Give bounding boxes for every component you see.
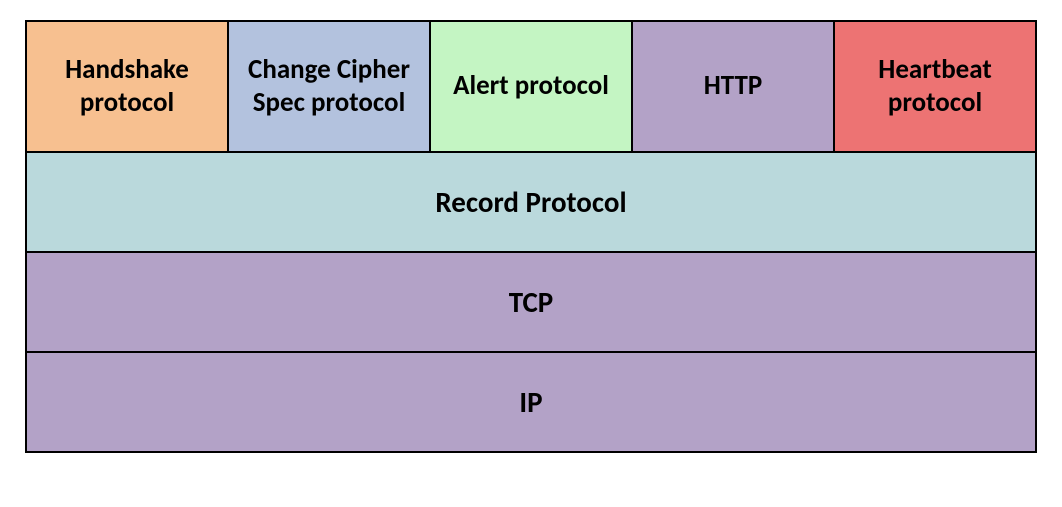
tcp-layer: TCP	[26, 252, 1036, 352]
protocol-stack-diagram: Handshake protocol Change Cipher Spec pr…	[25, 20, 1037, 453]
heartbeat-protocol-cell: Heartbeat protocol	[834, 21, 1036, 152]
ip-layer: IP	[26, 352, 1036, 452]
cell-label: HTTP	[704, 70, 762, 102]
cell-label: Alert protocol	[453, 70, 609, 102]
layer-label: IP	[519, 385, 542, 420]
alert-protocol-cell: Alert protocol	[430, 21, 632, 152]
record-protocol-layer: Record Protocol	[26, 152, 1036, 252]
cell-label: Heartbeat protocol	[841, 54, 1029, 119]
layer-label: TCP	[509, 285, 554, 320]
http-cell: HTTP	[632, 21, 834, 152]
cell-label: Change Cipher Spec protocol	[235, 54, 423, 119]
cell-label: Handshake protocol	[33, 54, 221, 119]
top-protocol-row: Handshake protocol Change Cipher Spec pr…	[26, 21, 1036, 152]
handshake-protocol-cell: Handshake protocol	[26, 21, 228, 152]
layer-label: Record Protocol	[435, 185, 626, 220]
change-cipher-spec-cell: Change Cipher Spec protocol	[228, 21, 430, 152]
